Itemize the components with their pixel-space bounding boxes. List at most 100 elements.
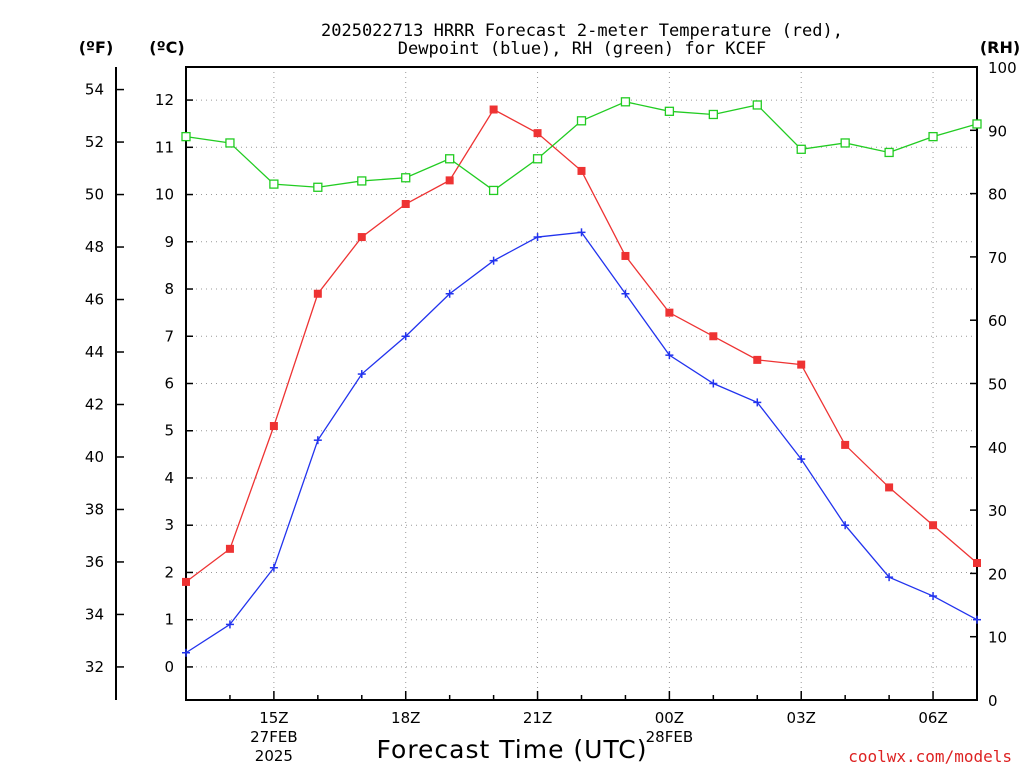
fahrenheit-tick-label: 42 (85, 395, 104, 413)
rh-point (445, 154, 455, 164)
celsius-tick-label: 8 (164, 280, 174, 298)
x-tick-label: 00Z (655, 709, 684, 727)
rh-point (708, 109, 718, 120)
temperature-point (753, 355, 762, 364)
dewpoint-point (489, 256, 498, 265)
rh-point (401, 173, 411, 183)
celsius-tick-label: 4 (164, 469, 174, 487)
celsius-tick-label: 12 (155, 91, 174, 109)
fahrenheit-tick-label: 54 (85, 81, 104, 99)
temperature-point (709, 332, 718, 341)
dewpoint-point (357, 370, 366, 379)
dewpoint-point (182, 648, 190, 657)
rh-tick-label: 80 (988, 186, 1007, 204)
x-tick-label: 03Z (787, 709, 816, 727)
dewpoint-point (533, 233, 542, 242)
rh-tick-label: 30 (988, 502, 1007, 520)
fahrenheit-tick-label: 46 (85, 291, 104, 309)
rh-point (532, 154, 543, 164)
fahrenheit-tick-label: 40 (85, 448, 104, 466)
rh-tick-label: 20 (988, 565, 1007, 583)
rh-point (357, 176, 367, 186)
dewpoint-point (313, 436, 322, 445)
celsius-tick-label: 6 (164, 375, 174, 393)
dewpoint-point (665, 351, 674, 360)
chart-title-line1: 2025022713 HRRR Forecast 2-meter Tempera… (321, 21, 843, 41)
rh-point (796, 144, 806, 154)
temperature-line (185, 108, 978, 583)
temperature-point (445, 176, 454, 185)
rh-tick-label: 90 (988, 122, 1007, 140)
rh-point (752, 100, 762, 110)
temperature-point (182, 577, 190, 586)
rh-point (313, 182, 323, 192)
x-tick-year: 2025 (255, 747, 293, 765)
temperature-point (225, 544, 234, 553)
rh-tick-label: 70 (988, 249, 1007, 267)
celsius-tick-label: 5 (164, 422, 174, 440)
fahrenheit-tick-label: 32 (85, 658, 104, 676)
credit-link[interactable]: coolwx.com/models (848, 747, 1012, 766)
celsius-tick-label: 11 (155, 138, 174, 156)
dewpoint-point (929, 592, 938, 601)
x-tick-date: 28FEB (646, 728, 693, 746)
rh-tick-label: 60 (988, 312, 1007, 330)
dewpoint-point (401, 332, 410, 341)
rh-point (972, 119, 982, 129)
temperature-point (577, 166, 586, 175)
dewpoint-point (753, 398, 762, 407)
x-tick-label: 21Z (523, 709, 552, 727)
grid (186, 67, 977, 700)
x-tick-label: 06Z (918, 709, 947, 727)
dewpoint-point (577, 228, 586, 237)
rh-point (928, 131, 938, 142)
celsius-tick-label: 9 (164, 233, 174, 251)
temperature-point (929, 521, 938, 530)
temperature-point (885, 483, 894, 492)
fahrenheit-tick-label: 52 (85, 133, 104, 151)
celsius-tick-label: 1 (164, 611, 174, 629)
rh-tick-label: 40 (988, 439, 1007, 457)
temperature-point (665, 308, 674, 317)
fahrenheit-tick-label: 44 (85, 343, 104, 361)
celsius-tick-label: 0 (164, 658, 174, 676)
rh-point (576, 116, 587, 126)
axes: 0123456789101112323436384042444648505254… (85, 59, 1017, 765)
fahrenheit-unit-label: (ºF) (79, 38, 114, 57)
dewpoint-point (885, 573, 894, 582)
rh-point (488, 185, 499, 196)
dewpoint-point (709, 379, 718, 388)
rh-tick-label: 0 (988, 692, 998, 710)
rh-point (620, 97, 631, 107)
temperature-point (797, 360, 806, 369)
dewpoint-point (445, 289, 454, 298)
dewpoint-point (621, 289, 630, 298)
chart-title-line2: Dewpoint (blue), RH (green) for KCEF (398, 39, 766, 59)
rh-point (884, 147, 894, 158)
temperature-point (533, 129, 542, 138)
rh-point (664, 106, 675, 116)
dewpoint-point (973, 615, 981, 624)
celsius-tick-label: 7 (164, 327, 174, 345)
x-tick-label: 18Z (391, 709, 420, 727)
rh-point (269, 179, 279, 189)
celsius-unit-label: (ºC) (149, 38, 184, 57)
x-axis-label: Forecast Time (UTC) (377, 735, 648, 764)
celsius-tick-label: 10 (155, 186, 174, 204)
dewpoint-point (841, 521, 850, 530)
celsius-tick-label: 3 (164, 516, 174, 534)
temperature-point (313, 289, 322, 298)
dewpoint-line (185, 231, 978, 654)
temperature-point (269, 422, 278, 431)
temperature-point (401, 199, 410, 208)
rh-point (181, 131, 191, 142)
x-tick-label: 15Z (259, 709, 288, 727)
x-tick-date: 27FEB (250, 728, 297, 746)
temperature-point (973, 559, 981, 568)
rh-tick-label: 50 (988, 376, 1007, 394)
temperature-point (357, 233, 366, 242)
fahrenheit-tick-label: 50 (85, 186, 104, 204)
dewpoint-point (269, 563, 278, 572)
rh-tick-label: 100 (988, 59, 1017, 77)
